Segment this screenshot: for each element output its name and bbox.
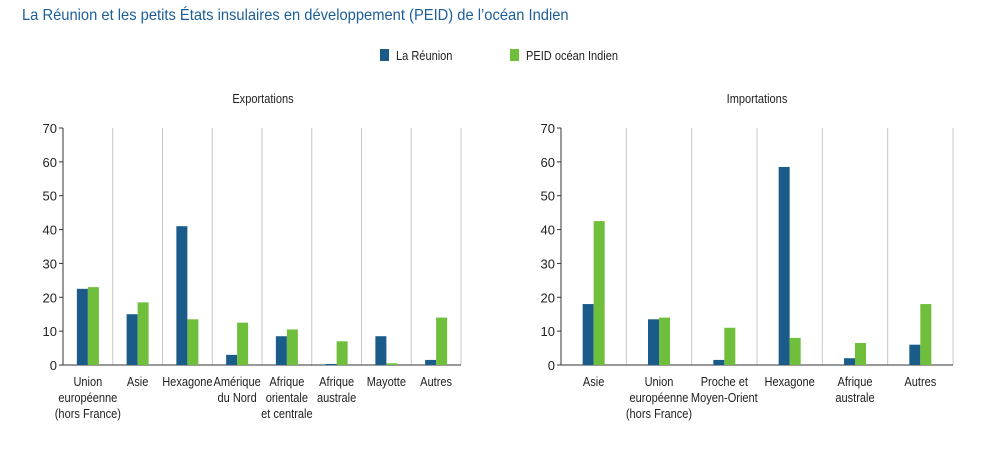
bar-reunion (275, 336, 287, 365)
category-label: Hexagone (765, 374, 816, 389)
bar-reunion (713, 359, 725, 365)
category-label: Afrique (838, 374, 873, 389)
bar-reunion (226, 354, 238, 365)
bar-reunion (844, 358, 855, 365)
bar-peid (593, 221, 605, 365)
bar-peid (789, 337, 801, 365)
bar-reunion (909, 344, 921, 365)
category-label: et centrale (261, 406, 313, 421)
bar-peid (87, 287, 99, 365)
legend-swatch-1 (510, 49, 519, 61)
category-label: Proche et (701, 374, 749, 389)
bar-peid (336, 341, 348, 365)
category-label: (hors France) (626, 406, 692, 421)
panel-title-0: Exportations (232, 91, 293, 106)
y-tick-label: 40 (541, 223, 555, 238)
bar-peid (855, 342, 866, 365)
legend-label-0: La Réunion (396, 48, 452, 63)
bar-reunion (76, 288, 88, 365)
y-tick-label: 0 (50, 358, 57, 373)
bar-reunion (582, 304, 594, 365)
page-title: La Réunion et les petits États insulaire… (22, 7, 569, 24)
legend-label-1: PEID océan Indien (526, 48, 618, 63)
y-tick-label: 50 (541, 189, 555, 204)
bar-peid (386, 363, 398, 365)
y-tick-label: 60 (43, 155, 57, 170)
bar-reunion (325, 363, 337, 365)
bar-peid (724, 327, 736, 365)
category-label: australe (317, 390, 357, 405)
bar-peid (920, 304, 932, 365)
y-tick-label: 0 (548, 358, 555, 373)
category-label: Asie (127, 374, 149, 389)
category-label: Autres (420, 374, 452, 389)
bar-reunion (126, 314, 138, 365)
bar-reunion (778, 166, 790, 365)
category-label: Autres (904, 374, 936, 389)
bar-peid (436, 317, 448, 365)
bar-reunion (425, 359, 437, 365)
category-label: Moyen-Orient (691, 390, 758, 405)
bar-peid (237, 322, 249, 365)
category-label: Amérique (214, 374, 261, 389)
y-tick-label: 20 (541, 290, 555, 305)
category-label: Asie (583, 374, 605, 389)
category-label: orientale (266, 390, 309, 405)
category-label: européenne (630, 390, 689, 405)
category-label: Afrique (319, 374, 354, 389)
y-tick-label: 20 (43, 290, 57, 305)
y-tick-label: 10 (541, 324, 555, 339)
category-label: Mayotte (367, 374, 407, 389)
bar-peid (286, 329, 298, 365)
category-label: Union (73, 374, 102, 389)
bar-peid (659, 317, 670, 365)
category-label: (hors France) (55, 406, 121, 421)
y-tick-label: 10 (43, 324, 57, 339)
y-tick-label: 40 (43, 223, 57, 238)
category-label: Union (645, 374, 674, 389)
category-label: Afrique (269, 374, 304, 389)
y-tick-label: 30 (43, 256, 57, 271)
y-tick-label: 50 (43, 189, 57, 204)
y-tick-label: 70 (43, 121, 57, 136)
category-label: australe (835, 390, 875, 405)
panel-title-1: Importations (727, 91, 788, 106)
y-tick-label: 60 (541, 155, 555, 170)
bar-peid (187, 319, 199, 365)
category-label: européenne (58, 390, 117, 405)
category-label: Hexagone (162, 374, 213, 389)
category-label: du Nord (217, 390, 256, 405)
bar-reunion (375, 336, 387, 365)
y-tick-label: 70 (541, 121, 555, 136)
bar-reunion (648, 319, 659, 365)
y-tick-label: 30 (541, 256, 555, 271)
legend-swatch-0 (380, 49, 389, 61)
bar-reunion (176, 226, 188, 365)
bar-peid (137, 302, 149, 365)
